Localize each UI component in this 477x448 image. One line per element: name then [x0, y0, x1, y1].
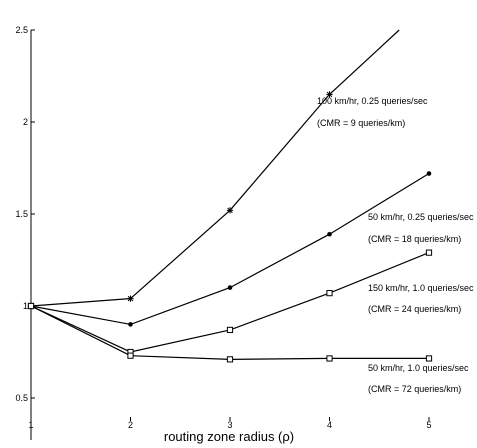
y-tick-label-2: 1.5 — [15, 209, 28, 219]
series-note-3: (CMR = 72 queries/km) — [368, 384, 461, 394]
x-tick-label-0: 1 — [28, 420, 33, 430]
marker-s0-p1 — [127, 295, 134, 302]
marker-s2-p2 — [226, 326, 234, 334]
marker-s1-p4 — [426, 171, 432, 176]
annotations: 100 km/hr, 0.25 queries/sec (CMR = 9 quer… — [317, 96, 474, 394]
x-tick-label-3: 4 — [327, 420, 332, 430]
marker-s1-p1 — [128, 322, 133, 327]
series-note-2: (CMR = 24 queries/km) — [368, 304, 461, 314]
series-note-1: (CMR = 18 queries/km) — [368, 234, 461, 244]
marker-s2-p4 — [425, 249, 433, 256]
x-axis-label: routing zone radius (ρ) — [164, 429, 294, 444]
marker-s3-p1 — [127, 352, 134, 359]
y-tick-label-3: 2 — [23, 117, 28, 127]
marker-s0-p3 — [326, 91, 333, 98]
series-label-2: 150 km/hr, 1.0 queries/sec — [368, 283, 474, 293]
series-label-1: 50 km/hr, 0.25 queries/sec — [368, 212, 474, 222]
marker-s1-p3 — [327, 231, 332, 237]
marker-s3-p0 — [27, 302, 35, 310]
marker-s0-p2 — [226, 207, 234, 214]
markers — [27, 91, 433, 363]
series-label-0: 100 km/hr, 0.25 queries/sec — [317, 96, 428, 106]
x-ticks: 1 2 3 4 5 — [28, 417, 432, 430]
marker-s2-p3 — [326, 290, 333, 297]
x-tick-label-4: 5 — [426, 420, 431, 430]
marker-s1-p2 — [227, 285, 233, 290]
marker-s3-p3 — [326, 355, 333, 362]
x-tick-label-1: 2 — [128, 420, 133, 430]
series-line-0 — [30, 29, 400, 307]
marker-s3-p2 — [226, 356, 234, 363]
series-note-0: (CMR = 9 queries/km) — [317, 118, 405, 128]
x-tick-label-2: 3 — [227, 420, 232, 430]
y-ticks: 0.5 1 1.5 2 2.5 — [15, 25, 35, 403]
y-tick-label-4: 2.5 — [15, 25, 28, 35]
marker-s3-p4 — [425, 355, 433, 362]
series-line-2 — [30, 252, 430, 353]
y-tick-label-1: 1 — [23, 301, 28, 311]
series-label-3: 50 km/hr, 1.0 queries/sec — [368, 363, 469, 373]
y-tick-label-0: 0.5 — [15, 393, 28, 403]
